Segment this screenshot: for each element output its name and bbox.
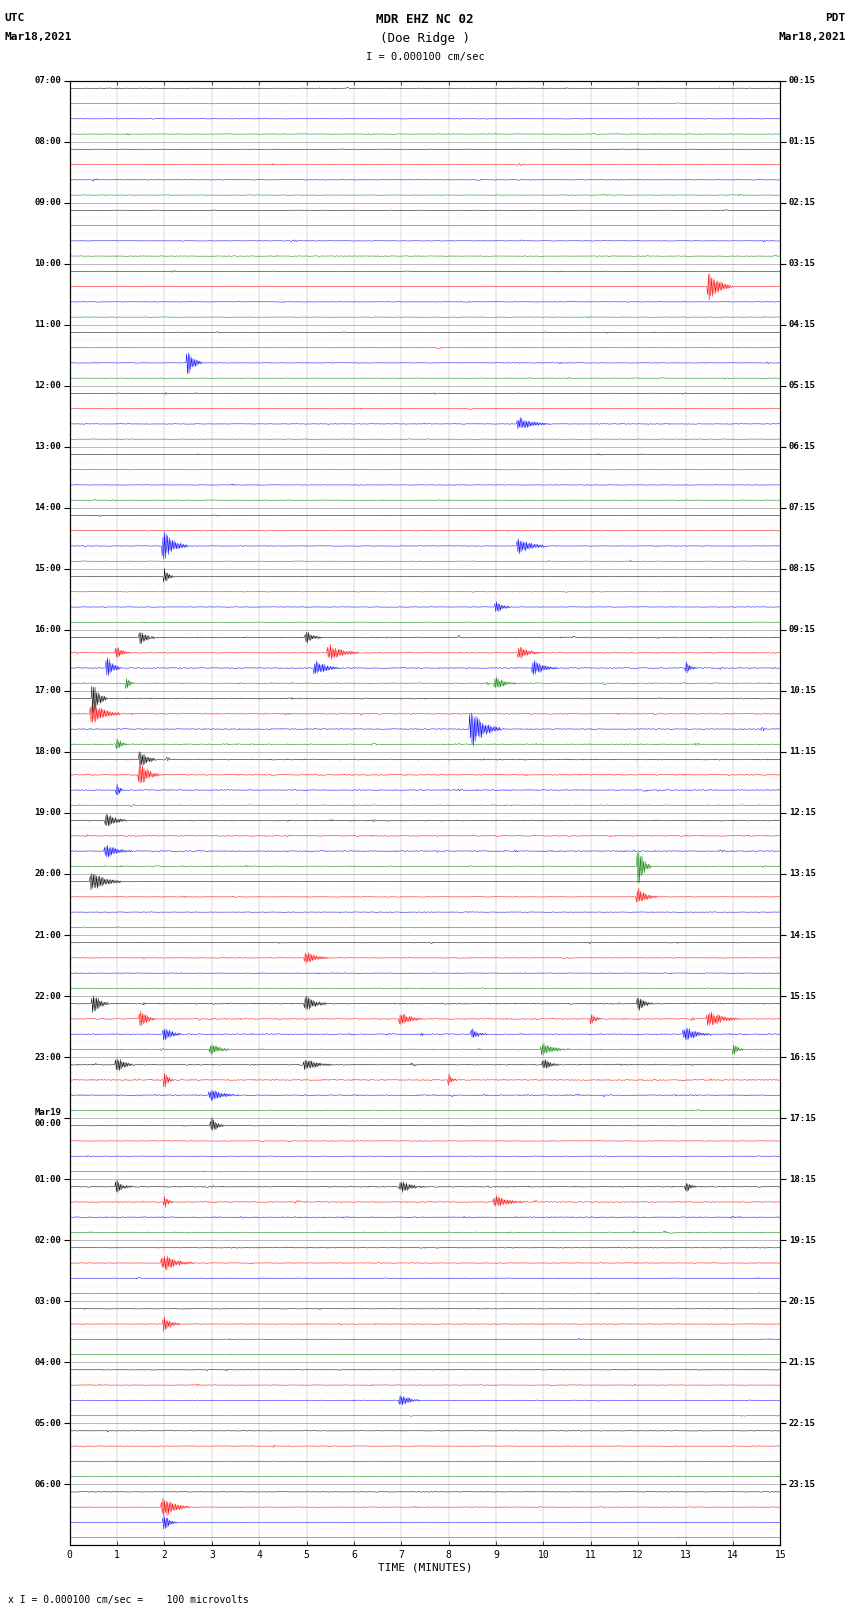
X-axis label: TIME (MINUTES): TIME (MINUTES)	[377, 1563, 473, 1573]
Text: UTC: UTC	[4, 13, 25, 23]
Text: (Doe Ridge ): (Doe Ridge )	[380, 32, 470, 45]
Text: Mar18,2021: Mar18,2021	[4, 32, 71, 42]
Text: PDT: PDT	[825, 13, 846, 23]
Text: MDR EHZ NC 02: MDR EHZ NC 02	[377, 13, 473, 26]
Text: x I = 0.000100 cm/sec =    100 microvolts: x I = 0.000100 cm/sec = 100 microvolts	[8, 1595, 249, 1605]
Text: I = 0.000100 cm/sec: I = 0.000100 cm/sec	[366, 52, 484, 61]
Text: Mar18,2021: Mar18,2021	[779, 32, 846, 42]
